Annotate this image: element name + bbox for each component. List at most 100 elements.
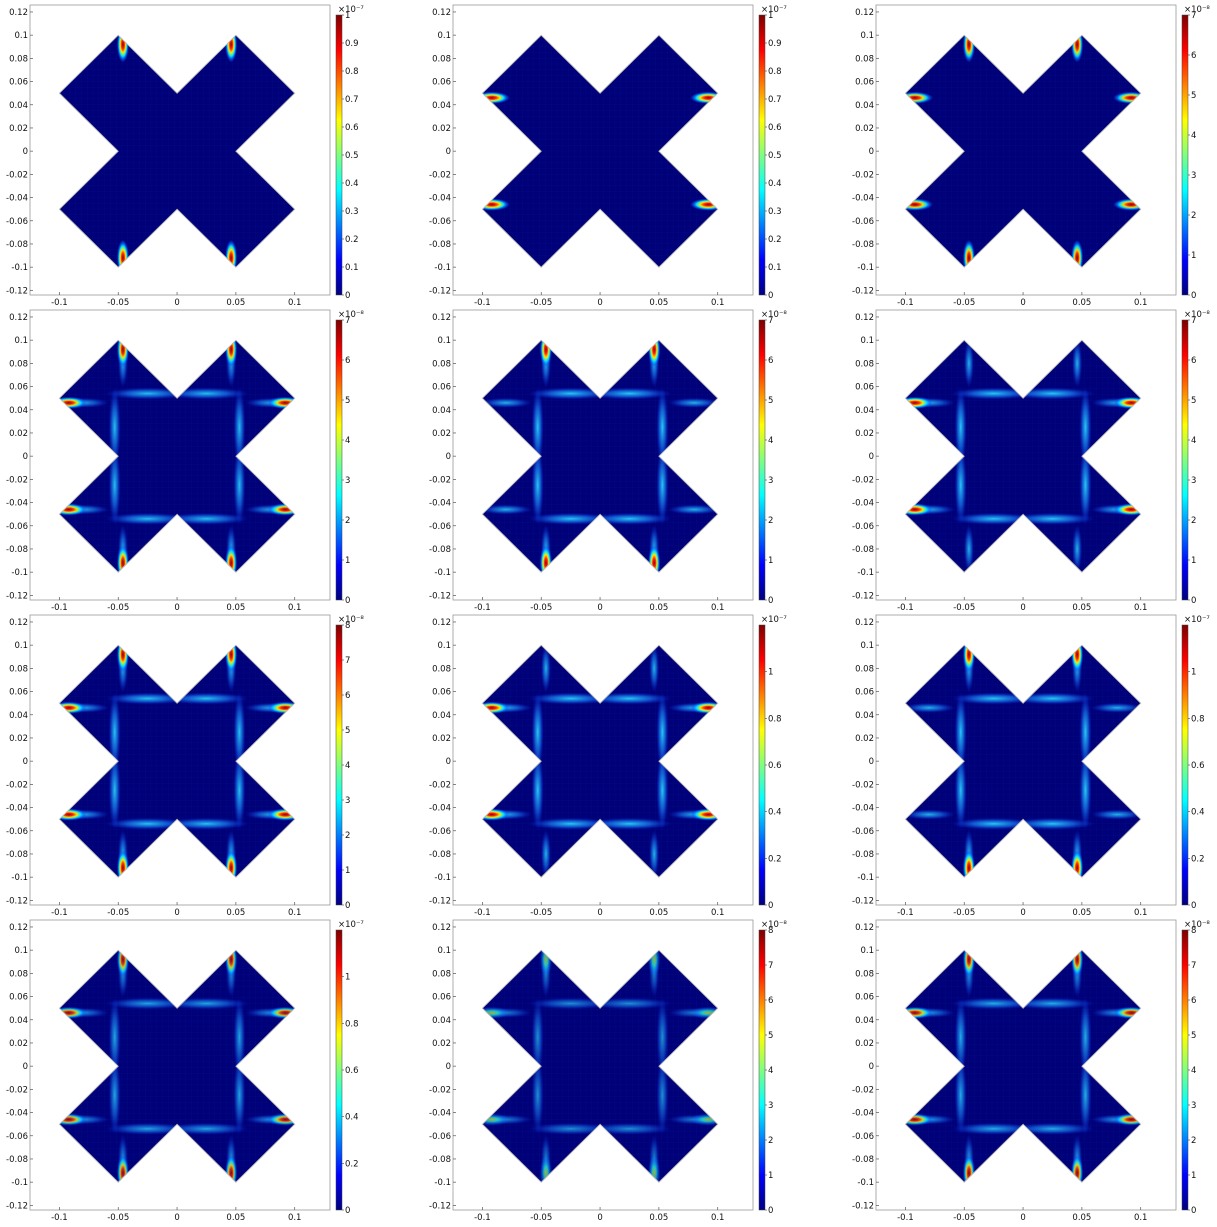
x-tick-label: 0.05 xyxy=(1072,908,1091,918)
colorbar-tick-label: 0.5 xyxy=(345,151,359,161)
y-tick-label: -0.02 xyxy=(429,1085,451,1095)
colorbar-tick-label: 5 xyxy=(345,396,350,406)
x-tick-label: -0.1 xyxy=(897,908,914,918)
colorbar-tick-label: 6 xyxy=(1191,356,1196,366)
y-tick-label: -0.1 xyxy=(11,263,28,273)
colorbar-exponent: ×10⁻⁸ xyxy=(338,310,364,320)
x-tick-label: 0.1 xyxy=(1134,1213,1148,1223)
stress-band xyxy=(951,512,1036,525)
y-tick-label: 0.06 xyxy=(855,993,874,1003)
x-tick-label: -0.1 xyxy=(474,908,491,918)
x-tick-label: -0.05 xyxy=(953,603,975,613)
y-tick-label: 0.02 xyxy=(9,124,28,134)
stress-band xyxy=(668,504,718,515)
colorbar-tick-label: 0.2 xyxy=(768,854,782,864)
y-tick-label: -0.02 xyxy=(429,475,451,485)
colorbar-tick-label: 0.8 xyxy=(345,1019,359,1029)
colorbar-tick-label: 0.3 xyxy=(345,207,359,217)
colorbar-tick-label: 2 xyxy=(768,516,773,526)
x-tick-label: 0.05 xyxy=(1072,298,1091,308)
stress-band xyxy=(540,645,551,693)
stress-band xyxy=(105,387,190,400)
colorbar-tick-label: 8 xyxy=(768,926,773,936)
undeformed-outline xyxy=(904,339,1142,573)
colorbar-tick-label: 3 xyxy=(1191,1101,1196,1111)
stress-band xyxy=(164,1122,249,1135)
stress-band xyxy=(954,997,967,1078)
colorbar-tick-label: 0.8 xyxy=(768,67,782,77)
stress-band xyxy=(482,397,532,408)
y-tick-label: -0.1 xyxy=(11,1178,28,1188)
panel-r1c3: -0.1 -0.05 0 0.05 0.1 0.12 0.1 0.08 0.06 0.04 0.02… xyxy=(852,4,1210,308)
colorbar xyxy=(335,14,343,296)
colorbar-tick-label: 4 xyxy=(1191,436,1196,446)
y-tick-label: 0.02 xyxy=(432,1039,451,1049)
undeformed-outline xyxy=(58,644,296,878)
colorbar-tick-label: 0.7 xyxy=(768,95,782,105)
colorbar-exponent: ×10⁻⁸ xyxy=(1184,920,1210,930)
y-tick-label: -0.06 xyxy=(429,827,451,837)
stress-band xyxy=(528,387,613,400)
y-tick-label: 0 xyxy=(869,452,874,462)
colorbar-tick-label: 0.6 xyxy=(768,761,782,771)
colorbar-tick-label: 6 xyxy=(768,356,773,366)
y-tick-label: -0.06 xyxy=(852,1132,874,1142)
x-tick-label: -0.1 xyxy=(474,298,491,308)
y-tick-label: 0.02 xyxy=(9,429,28,439)
colorbar-tick-label: 0 xyxy=(768,291,773,301)
x-tick-label: 0.05 xyxy=(1072,1213,1091,1223)
colorbar-tick-label: 7 xyxy=(345,656,350,666)
y-tick-label: 0 xyxy=(446,147,451,157)
stress-band xyxy=(531,1055,544,1136)
y-tick-label: -0.08 xyxy=(6,545,28,555)
colorbar-tick-label: 1 xyxy=(345,556,350,566)
stress-band xyxy=(1010,817,1095,830)
colorbar-tick-label: 1 xyxy=(345,866,350,876)
y-tick-label: 0.1 xyxy=(437,641,451,651)
undeformed-outline xyxy=(904,34,1142,268)
stress-band xyxy=(164,512,249,525)
colorbar-exponent: ×10⁻⁷ xyxy=(338,5,364,15)
y-tick-label: 0.02 xyxy=(432,734,451,744)
colorbar-tick-label: 0.4 xyxy=(768,179,782,189)
stress-band xyxy=(531,387,544,468)
colorbar-tick-label: 3 xyxy=(768,476,773,486)
y-tick-label: 0.02 xyxy=(855,429,874,439)
y-tick-label: 0.08 xyxy=(9,969,28,979)
x-tick-label: 0.05 xyxy=(226,603,245,613)
stress-band xyxy=(954,387,967,468)
x-tick-label: 0.1 xyxy=(288,603,302,613)
colorbar-tick-label: 0.9 xyxy=(345,39,359,49)
y-tick-label: 0.1 xyxy=(14,641,28,651)
stress-band xyxy=(1072,524,1083,573)
stress-band xyxy=(656,445,669,526)
y-tick-label: -0.04 xyxy=(852,499,874,509)
y-tick-label: 0.1 xyxy=(860,641,874,651)
y-tick-label: -0.02 xyxy=(6,475,28,485)
y-tick-label: 0 xyxy=(869,147,874,157)
colorbar-tick-label: 5 xyxy=(345,726,350,736)
x-tick-label: -0.05 xyxy=(530,298,552,308)
y-tick-label: -0.08 xyxy=(429,1155,451,1165)
x-tick-label: 0 xyxy=(1020,298,1025,308)
y-tick-label: 0.12 xyxy=(855,313,874,323)
y-tick-label: -0.1 xyxy=(857,873,874,883)
y-tick-label: 0.02 xyxy=(9,1039,28,1049)
x-tick-label: -0.1 xyxy=(51,1213,68,1223)
colorbar-exponent: ×10⁻⁸ xyxy=(761,920,787,930)
stress-band xyxy=(656,997,669,1078)
y-tick-label: 0.04 xyxy=(9,1016,28,1026)
stress-band xyxy=(233,387,246,468)
y-tick-label: -0.06 xyxy=(6,827,28,837)
x-tick-label: -0.05 xyxy=(953,1213,975,1223)
x-tick-label: 0 xyxy=(174,298,179,308)
x-tick-label: -0.1 xyxy=(51,298,68,308)
colorbar-tick-label: 0.4 xyxy=(1191,808,1205,818)
colorbar-tick-label: 0 xyxy=(345,596,350,606)
colorbar-tick-label: 6 xyxy=(345,691,350,701)
y-tick-label: 0.04 xyxy=(855,406,874,416)
y-tick-label: -0.04 xyxy=(429,194,451,204)
y-tick-label: 0.08 xyxy=(432,664,451,674)
stress-band xyxy=(954,1055,967,1136)
colorbar xyxy=(758,929,766,1211)
